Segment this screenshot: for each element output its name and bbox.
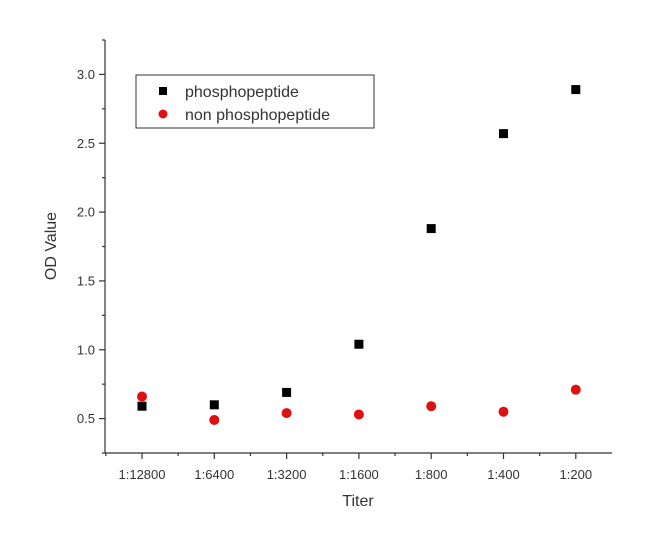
- x-ticks: 1:12800 1:6400 1:3200 1:1600 1:800 1:400 1:200: [105, 453, 593, 482]
- y-tick-label: 0.5: [77, 411, 95, 426]
- x-tick-label: 1:6400: [194, 467, 234, 482]
- phosphopeptide-point: [137, 401, 147, 411]
- y-tick-label: 1.5: [77, 273, 95, 288]
- non-phosphopeptide-point: [353, 409, 364, 420]
- y-tick-label: 2.5: [77, 136, 95, 151]
- legend: phosphopeptide non phosphopeptide: [135, 74, 375, 129]
- phosphopeptide-point: [209, 400, 219, 410]
- x-axis-title: Titer: [342, 493, 374, 510]
- x-tick-label: 1:1600: [339, 467, 379, 482]
- phosphopeptide-point: [499, 129, 508, 139]
- legend-marker-non-phosphopeptide: [158, 109, 168, 119]
- phosphopeptide-point: [426, 224, 436, 234]
- non-phosphopeptide-point: [426, 401, 437, 412]
- non-phosphopeptide-point: [137, 391, 147, 402]
- non-phosphopeptide-point: [281, 408, 292, 419]
- phosphopeptide-point: [571, 85, 581, 95]
- y-tick-label: 1.0: [77, 342, 95, 357]
- legend-label-phosphopeptide: phosphopeptide: [185, 84, 299, 101]
- x-tick-label: 1:800: [415, 467, 448, 482]
- x-tick-label: 1:400: [487, 467, 520, 482]
- non-phosphopeptide-point: [209, 414, 220, 425]
- non-phosphopeptide-point: [498, 406, 509, 417]
- x-tick-label: 1:200: [560, 467, 593, 482]
- x-tick-label: 1:12800: [119, 467, 166, 482]
- legend-label-non-phosphopeptide: non phosphopeptide: [185, 107, 330, 124]
- legend-box: [135, 74, 375, 129]
- x-tick-label: 1:3200: [267, 467, 307, 482]
- y-axis-title: OD Value: [43, 212, 60, 280]
- non-phosphopeptide-point: [570, 384, 581, 395]
- legend-marker-phosphopeptide: [159, 87, 167, 95]
- phosphopeptide-point: [282, 387, 292, 397]
- y-ticks: 0.5 1.0 1.5 2.0 2.5 3.0: [77, 39, 105, 454]
- phosphopeptide-point: [354, 339, 364, 349]
- y-tick-label: 3.0: [77, 67, 95, 82]
- data-points: [137, 85, 581, 425]
- y-tick-label: 2.0: [77, 205, 95, 220]
